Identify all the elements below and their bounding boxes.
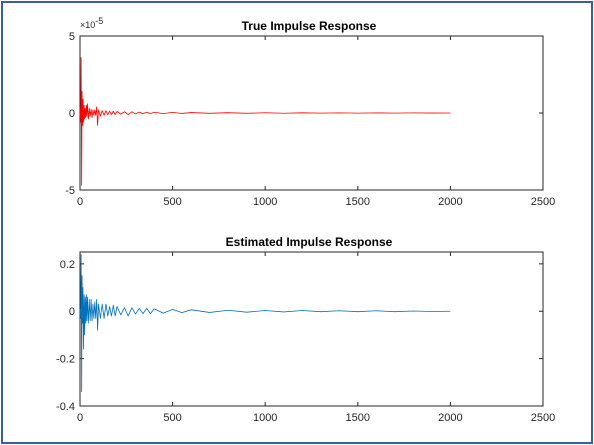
series-line (79, 57, 451, 186)
x-tick-label: 2500 (531, 412, 555, 424)
x-tick-label: 0 (77, 196, 83, 208)
y-tick-label: -0.2 (56, 354, 75, 366)
x-tick-label: 0 (77, 412, 83, 424)
x-tick-label: 2000 (438, 412, 462, 424)
x-tick-label: 500 (163, 412, 181, 424)
y-tick-label: 0 (69, 108, 75, 120)
y-tick-label: 5 (69, 31, 75, 43)
x-tick-label: 1000 (253, 196, 277, 208)
chart-title: True Impulse Response (242, 19, 377, 33)
y-tick-label: -5 (65, 185, 75, 197)
y-exponent-power: -5 (95, 16, 103, 26)
x-tick-label: 500 (163, 196, 181, 208)
y-tick-label: -0.4 (56, 401, 75, 413)
y-tick-label: 0.2 (60, 259, 75, 271)
x-tick-label: 2000 (438, 196, 462, 208)
x-tick-label: 1500 (346, 412, 370, 424)
y-exponent-base: ×10 (80, 20, 95, 30)
y-exponent-label: ×10-5 (80, 16, 103, 30)
y-tick-label: 0 (69, 306, 75, 318)
x-tick-label: 1500 (346, 196, 370, 208)
chart-title: Estimated Impulse Response (226, 235, 393, 249)
axes-true-impulse-response: True Impulse Response ×10-5 0 500 1000 1500… (65, 16, 555, 208)
series-line (79, 253, 451, 393)
x-tick-label: 2500 (531, 196, 555, 208)
figure-canvas: True Impulse Response ×10-5 0 500 1000 1500… (56, 16, 555, 424)
axes-estimated-impulse-response: Estimated Impulse Response 0 500 1000 1500 2… (56, 235, 555, 424)
x-tick-label: 1000 (253, 412, 277, 424)
axes-box (79, 251, 544, 407)
